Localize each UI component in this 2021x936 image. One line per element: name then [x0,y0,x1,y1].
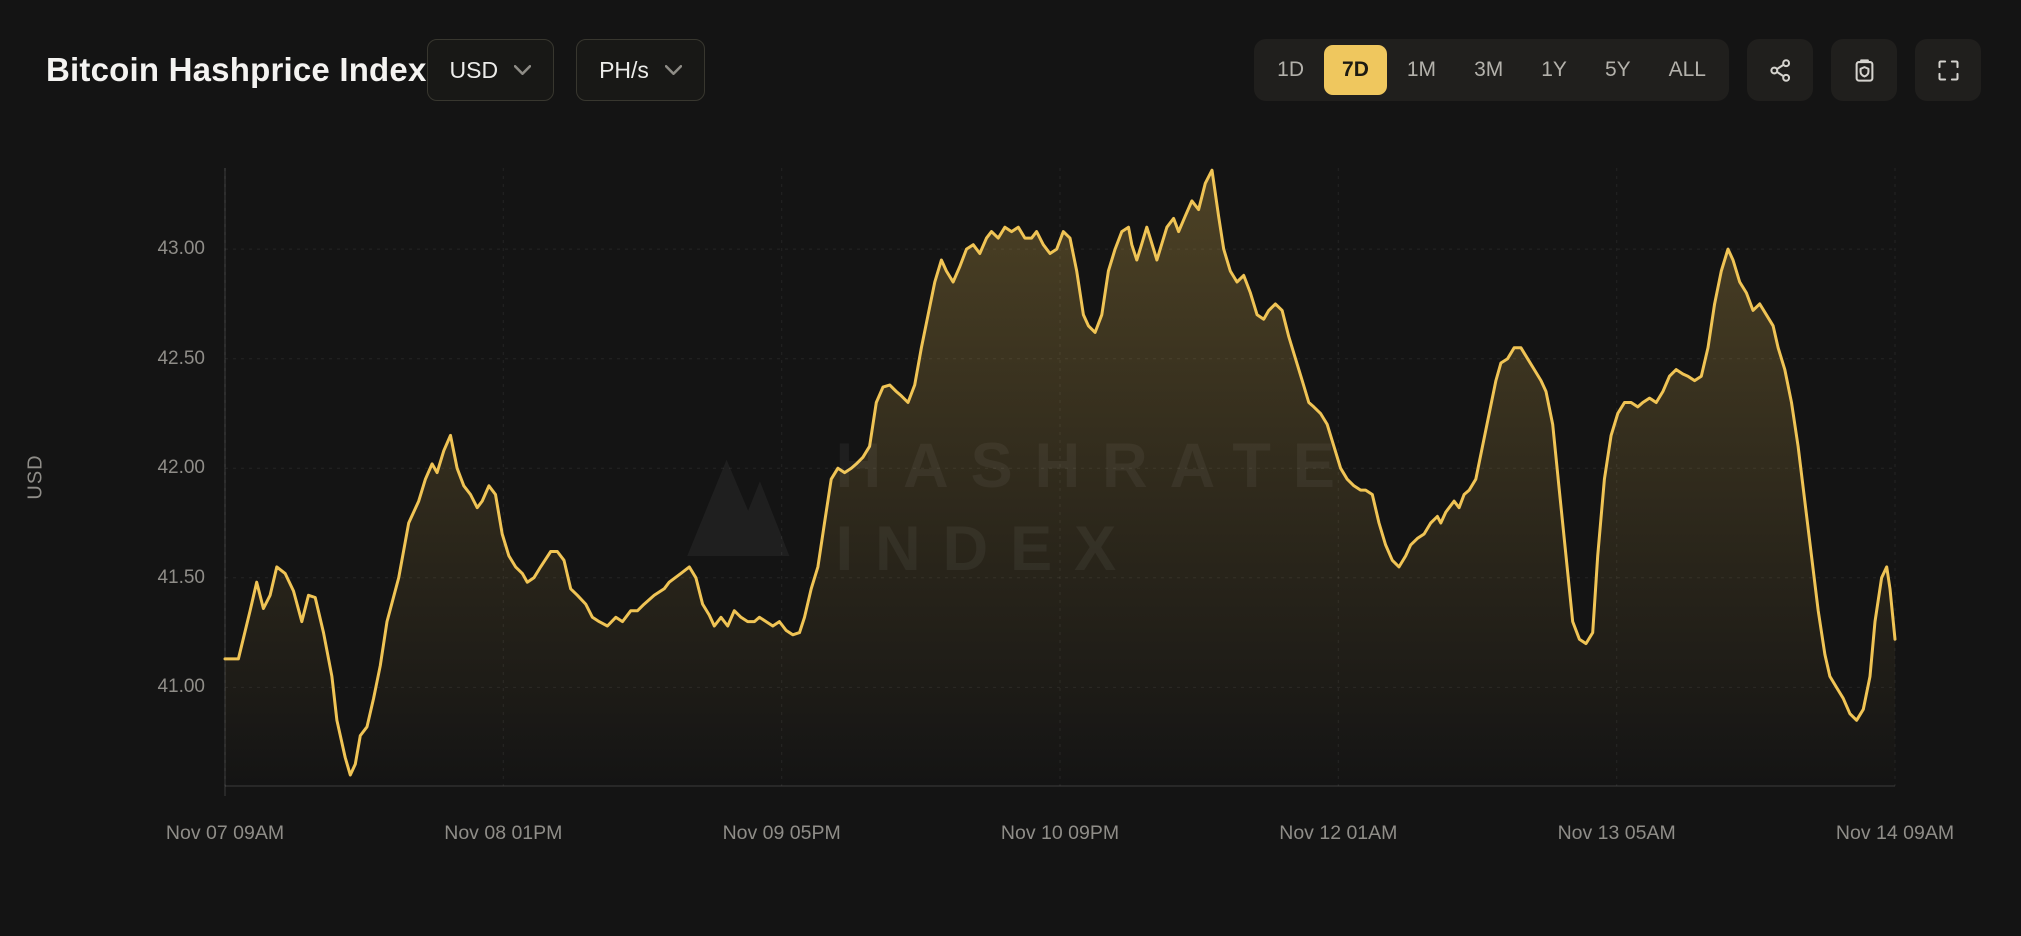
chart-canvas[interactable] [223,168,1897,796]
x-tick-label: Nov 13 05AM [1557,822,1676,844]
range-button-1d[interactable]: 1D [1277,58,1305,81]
clipboard-button[interactable] [1831,39,1897,101]
range-button-1m[interactable]: 1M [1406,58,1437,81]
time-range-group: 1D 7D 1M 3M 1Y 5Y ALL [1254,39,1729,101]
y-tick-label: 41.50 [157,566,205,588]
y-tick-label: 42.50 [157,347,205,369]
x-tick-label: Nov 10 09PM [1000,822,1120,844]
fullscreen-button[interactable] [1915,39,1981,101]
clipboard-icon [1855,58,1873,82]
range-button-7d[interactable]: 7D [1324,45,1387,95]
page-title: Bitcoin Hashprice Index [46,51,427,88]
y-tick-label: 43.00 [157,238,205,260]
x-tick-label: Nov 12 01AM [1279,822,1398,844]
x-tick-label: Nov 08 01PM [444,822,563,844]
chart-plot-area[interactable]: HASHRATE INDEX [223,168,1897,796]
x-tick-label: Nov 09 05PM [722,822,841,844]
range-button-all[interactable]: ALL [1668,58,1706,81]
y-tick-label: 42.00 [157,457,205,479]
range-button-5y[interactable]: 5Y [1604,58,1631,81]
x-tick-label: Nov 07 09AM [165,822,285,844]
unit-dropdown[interactable]: PH/s [576,39,705,101]
range-button-1y[interactable]: 1Y [1541,58,1567,81]
y-tick-label: 41.00 [157,676,205,698]
range-button-3m[interactable]: 3M [1474,58,1504,81]
currency-dropdown[interactable]: USD [426,39,555,101]
fullscreen-icon [1937,59,1959,81]
share-icon [1769,58,1790,82]
currency-dropdown-value: USD [449,56,499,83]
chevron-down-icon [664,65,682,75]
unit-dropdown-value: PH/s [599,56,649,83]
x-axis-labels: Nov 07 09AM Nov 08 01PM Nov 09 05PM Nov 10 … [166,822,1954,852]
chevron-down-icon [514,65,532,75]
x-tick-label: Nov 14 09AM [1835,822,1955,844]
y-axis-labels: 41.00 41.50 42.00 42.50 43.00 [0,168,205,786]
share-button[interactable] [1747,39,1813,101]
header: Bitcoin Hashprice Index USD PH/s 1D 7D 1M 3… [46,38,1981,102]
